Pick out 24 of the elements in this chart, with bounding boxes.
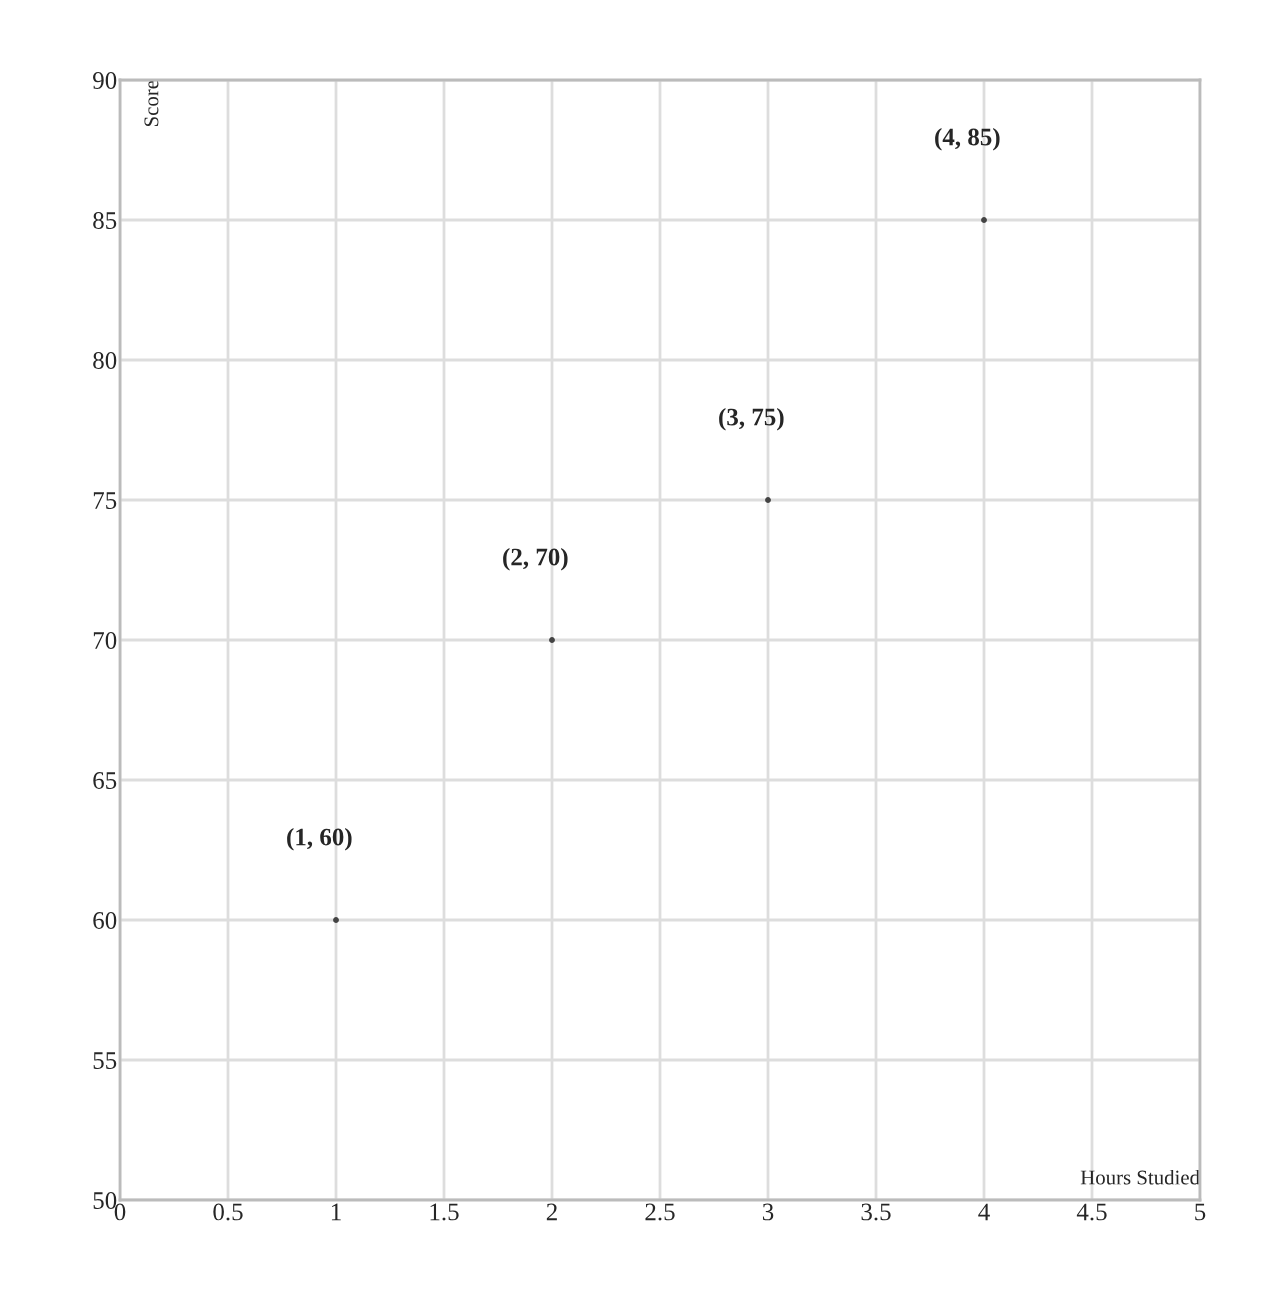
x-tick-label: 1 [331, 1203, 341, 1221]
x-tick-label: 4.5 [1076, 1203, 1107, 1221]
data-label: (1, 60) [287, 827, 352, 851]
data-label: (4, 85) [935, 127, 1000, 151]
y-axis-title: Score [144, 80, 159, 127]
x-axis-title: Hours Studied [1080, 1169, 1200, 1185]
x-tick-label: 3.5 [861, 1203, 891, 1221]
y-tick-label: 70 [93, 632, 117, 649]
x-tick-label: 4 [978, 1203, 990, 1221]
data-label: (2, 70) [503, 547, 568, 571]
x-tick-label: 2.5 [645, 1203, 675, 1221]
x-tick-label: 0.5 [213, 1203, 243, 1221]
y-tick-label: 65 [93, 772, 117, 789]
y-tick-label: 55 [93, 1052, 117, 1069]
x-tick-label: 1.5 [430, 1203, 459, 1221]
y-tick-label: 60 [93, 912, 117, 929]
x-tick-label: 2 [546, 1203, 557, 1221]
data-label: (3, 75) [719, 407, 784, 431]
y-tick-label: 90 [93, 72, 117, 89]
x-tick-label: 5 [1195, 1203, 1206, 1221]
x-tick-label: 3 [762, 1203, 774, 1221]
y-tick-label: 85 [93, 212, 117, 229]
y-tick-label: 75 [93, 492, 117, 509]
y-tick-label: 80 [93, 352, 117, 369]
